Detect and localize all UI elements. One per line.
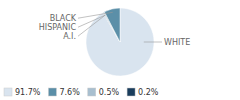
legend-swatch: [127, 88, 135, 96]
legend-label: 0.5%: [99, 88, 120, 97]
slice-label: HISPANIC: [39, 23, 77, 32]
leader-line: [78, 12, 113, 18]
chart-container: WHITE BLACKHISPANICA.I. 91.7% 7.6% 0.5% 0.2%: [0, 0, 240, 100]
leader-line: [78, 15, 105, 36]
slice-label: A.I.: [63, 32, 76, 41]
legend-item: 7.6%: [48, 88, 80, 97]
legend-item: 0.5%: [88, 88, 120, 97]
legend-swatch: [88, 88, 96, 96]
slice-label: WHITE: [164, 38, 190, 47]
leader-line: [144, 42, 162, 43]
legend-label: 0.2%: [138, 88, 159, 97]
legend-label: 91.7%: [15, 88, 41, 97]
legend-item: 91.7%: [4, 88, 41, 97]
slice-label: BLACK: [50, 14, 77, 23]
legend-item: 0.2%: [127, 88, 159, 97]
legend-swatch: [48, 88, 56, 96]
legend: 91.7% 7.6% 0.5% 0.2%: [4, 88, 159, 97]
annotations: WHITE BLACKHISPANICA.I.: [39, 12, 190, 46]
legend-swatch: [4, 88, 12, 96]
legend-label: 7.6%: [59, 88, 80, 97]
chart-svg: WHITE BLACKHISPANICA.I. 91.7% 7.6% 0.5% 0.2%: [0, 0, 240, 100]
